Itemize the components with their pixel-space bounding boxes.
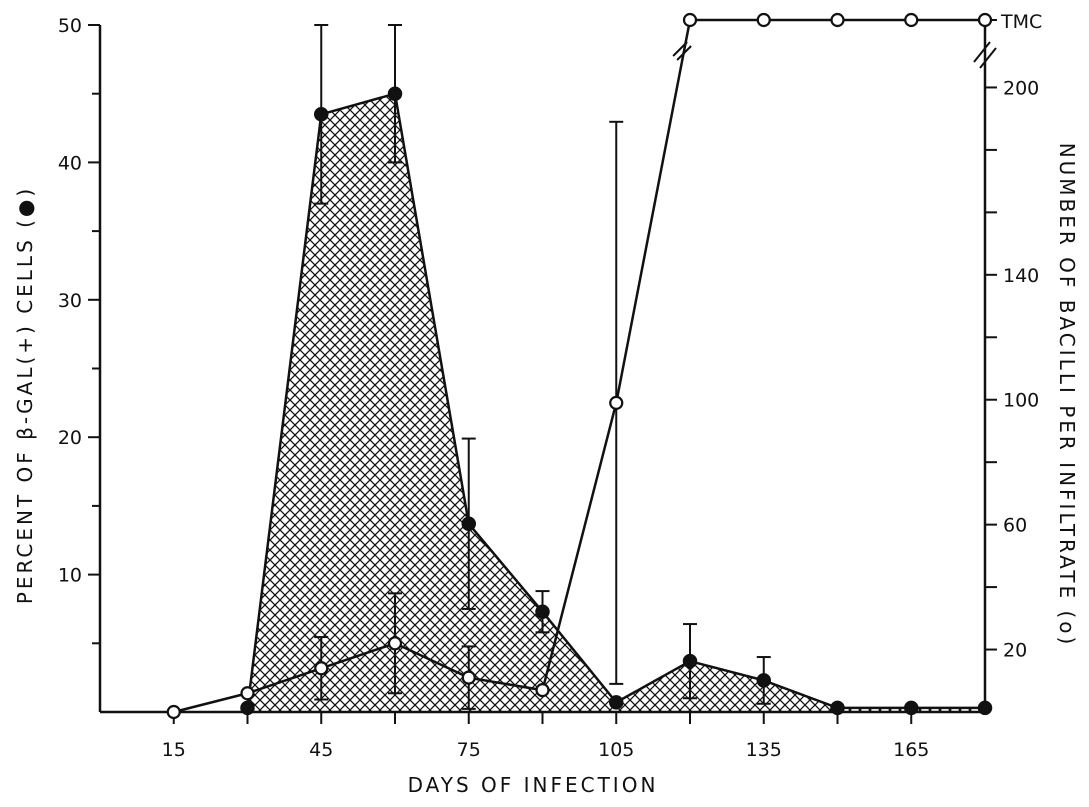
axis-break-mark	[973, 41, 991, 63]
shaded-area-group	[247, 93, 985, 712]
y-left-tick-label: 10	[58, 565, 82, 587]
data-point-filled	[461, 516, 476, 532]
data-point-filled	[609, 695, 624, 710]
data-point-open	[166, 704, 181, 720]
data-point-filled	[535, 604, 550, 619]
x-axis-title: DAYS OF INFECTION	[408, 773, 659, 797]
y-right-axis-title: NUMBER OF BACILLI PER INFILTRATE (o)	[1055, 143, 1079, 648]
line-break-mark	[672, 41, 688, 57]
data-point-open	[904, 12, 919, 28]
data-point-open	[682, 12, 698, 28]
data-point-filled	[387, 86, 403, 101]
y-right-tmc-label: TMC	[1000, 11, 1042, 33]
y-right-tick-label: 100	[1003, 390, 1039, 412]
y-right-tick-label: 60	[1003, 515, 1027, 537]
data-point-filled	[904, 700, 919, 716]
y-right-tick-label: 20	[1003, 640, 1027, 662]
series-group	[166, 12, 993, 720]
data-point-filled	[830, 700, 845, 716]
labels-group: DAYS OF INFECTION PERCENT OF β-GAL(+) CE…	[13, 143, 1079, 797]
ticks-group: 15 45 75 105 135 165 10 20 30 40 50 20 60 100 140 200 TM…	[58, 11, 1042, 761]
x-tick-label: 45	[309, 739, 333, 761]
y-left-tick-label: 20	[58, 427, 82, 449]
y-right-tick-label: 200	[1003, 77, 1039, 99]
data-point-open	[461, 670, 476, 685]
data-point-open	[756, 12, 771, 28]
data-point-open	[977, 12, 993, 28]
data-point-open	[240, 686, 255, 701]
x-tick-label: 75	[457, 739, 481, 761]
y-left-axis-title: PERCENT OF β-GAL(+) CELLS (●)	[13, 186, 37, 604]
data-point-filled	[756, 673, 771, 688]
data-point-filled	[240, 700, 255, 716]
y-right-tick-label: 140	[1003, 265, 1039, 287]
series-open-line	[173, 18, 985, 714]
y-left-tick-label: 50	[58, 15, 82, 37]
data-point-open	[314, 661, 329, 676]
axis-break-mark	[979, 47, 997, 69]
data-point-open	[535, 683, 550, 698]
x-tick-label: 165	[893, 739, 929, 761]
line-break-mark	[676, 45, 692, 61]
data-point-open	[609, 395, 624, 410]
data-point-open	[387, 636, 403, 651]
shaded-area	[247, 93, 985, 712]
data-point-filled	[682, 653, 698, 669]
data-point-filled	[314, 107, 329, 122]
data-point-filled	[977, 700, 993, 716]
x-tick-label: 105	[598, 739, 634, 761]
x-tick-label: 135	[746, 739, 782, 761]
y-left-tick-label: 30	[58, 290, 82, 312]
y-left-tick-label: 40	[58, 152, 82, 174]
x-tick-label: 15	[162, 739, 186, 761]
data-point-open	[830, 12, 845, 28]
